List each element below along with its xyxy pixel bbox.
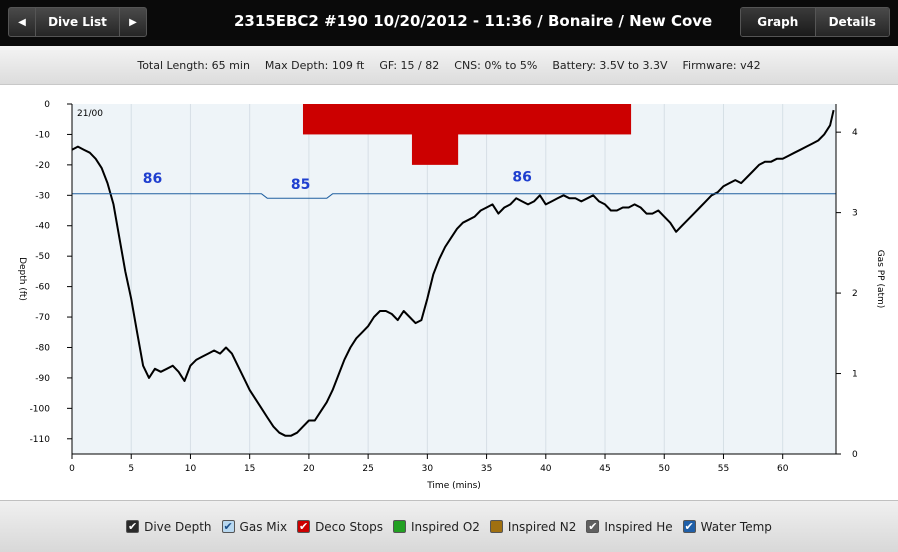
legend-label: Water Temp: [700, 519, 772, 534]
legend-item[interactable]: Inspired N2: [489, 519, 577, 534]
stat-battery: Battery: 3.5V to 3.3V: [552, 58, 668, 72]
water-temp-line: [72, 193, 836, 199]
temp-annotation: 85: [291, 177, 310, 193]
legend-checkbox[interactable]: [489, 520, 503, 533]
deco-stop-block: [411, 104, 459, 165]
arrow-left-icon: ◀: [18, 16, 26, 28]
x-tick-label: 55: [718, 464, 729, 474]
checkmark-icon: ✔: [223, 520, 233, 533]
x-tick-label: 10: [185, 464, 197, 474]
x-tick-label: 45: [599, 464, 610, 474]
series-layer: 86 85 86: [71, 109, 836, 437]
stat-cns: CNS: 0% to 5%: [454, 58, 538, 72]
y-tick-label: -70: [35, 313, 50, 323]
legend-bar: ✔ Dive Depth ✔ Gas Mix ✔ Deco Stops Inspired O…: [0, 500, 898, 552]
y2-tick-label: 3: [852, 209, 858, 219]
legend-label: Gas Mix: [239, 519, 288, 534]
y2-tick-label: 4: [852, 128, 858, 138]
gas-mix-label: 21/00: [77, 109, 103, 119]
legend-label: Inspired He: [604, 519, 673, 534]
previous-dive-button[interactable]: ◀: [9, 8, 36, 36]
y-tick-label: -30: [35, 191, 50, 201]
stat-gf: GF: 15 / 82: [379, 58, 440, 72]
temp-annotation: 86: [143, 171, 162, 187]
temp-annotation: 86: [512, 170, 531, 186]
x-tick-label: 40: [540, 464, 552, 474]
y2-tick-label: 1: [852, 370, 858, 380]
legend-checkbox[interactable]: ✔: [126, 520, 140, 533]
x-axis-label: Time (mins): [426, 481, 481, 491]
legend-label: Deco Stops: [315, 519, 383, 534]
deco-stop-block: [302, 104, 632, 135]
y2-axis-label: Gas PP (atm): [875, 250, 885, 309]
checkmark-icon: ✔: [684, 520, 694, 533]
y-tick-label: -40: [35, 222, 50, 232]
x-tick-label: 25: [362, 464, 373, 474]
legend-label: Dive Depth: [144, 519, 212, 534]
y-tick-label: -60: [35, 283, 50, 293]
stat-firmware: Firmware: v42: [682, 58, 761, 72]
legend-item[interactable]: ✔ Gas Mix: [221, 519, 288, 534]
y2-tick-label: 0: [852, 450, 858, 460]
dive-list-nav: ◀ Dive List ▶: [8, 7, 147, 37]
x-tick-label: 30: [422, 464, 434, 474]
y-tick-label: -50: [35, 252, 50, 262]
legend-item[interactable]: ✔ Water Temp: [682, 519, 772, 534]
y-tick-label: -100: [30, 404, 51, 414]
y-tick-label: -10: [35, 130, 50, 140]
next-dive-button[interactable]: ▶: [119, 8, 146, 36]
dive-stats-bar: Total Length: 65 min Max Depth: 109 ft G…: [0, 46, 898, 85]
dive-profile-chart[interactable]: 86 85 86 0 5 10 15 20 25 30 35 40 45 50 55 600-10-20-3…: [0, 85, 898, 500]
legend-checkbox[interactable]: ✔: [297, 520, 311, 533]
deco-stops-layer: [302, 104, 632, 165]
legend-checkbox[interactable]: ✔: [586, 520, 600, 533]
x-tick-label: 35: [481, 464, 492, 474]
legend-label: Inspired N2: [507, 519, 577, 534]
dive-depth-line: [71, 109, 835, 437]
legend-item[interactable]: ✔ Deco Stops: [297, 520, 383, 534]
legend-item[interactable]: ✔ Inspired He: [586, 519, 673, 534]
y-tick-label: -110: [30, 435, 51, 445]
x-tick-label: 5: [128, 464, 134, 474]
legend-item[interactable]: ✔ Dive Depth: [126, 519, 212, 534]
legend-checkbox[interactable]: [392, 520, 406, 533]
legend-checkbox[interactable]: ✔: [682, 520, 696, 533]
tab-graph[interactable]: Graph: [741, 8, 816, 36]
stat-total-length: Total Length: 65 min: [137, 58, 250, 72]
checkmark-icon: ✔: [298, 520, 309, 533]
axes-layer: 0 5 10 15 20 25 30 35 40 45 50 55 600-10-20-30-40-50…: [30, 100, 858, 474]
view-tabs: Graph Details: [740, 7, 890, 37]
checkmark-icon: ✔: [588, 520, 598, 533]
x-tick-label: 20: [303, 464, 315, 474]
x-tick-label: 15: [244, 464, 255, 474]
legend-checkbox[interactable]: ✔: [221, 520, 235, 533]
legend-item[interactable]: Inspired O2: [392, 519, 480, 534]
stat-max-depth: Max Depth: 109 ft: [264, 58, 365, 72]
y-axis-label: Depth (ft): [17, 257, 27, 301]
x-tick-label: 60: [777, 464, 789, 474]
x-tick-label: 0: [69, 464, 75, 474]
y-tick-label: -80: [35, 343, 50, 353]
dive-list-button[interactable]: Dive List: [48, 15, 107, 29]
top-bar: ◀ Dive List ▶ 2315EBC2 #190 10/20/2012 -…: [0, 0, 898, 46]
y-tick-label: -90: [35, 374, 50, 384]
y-tick-label: -20: [35, 161, 50, 171]
arrow-right-icon: ▶: [129, 16, 137, 28]
legend-label: Inspired O2: [410, 519, 480, 534]
y2-tick-label: 2: [852, 289, 858, 299]
x-tick-label: 50: [659, 464, 671, 474]
dive-title: 2315EBC2 #190 10/20/2012 - 11:36 / Bonai…: [234, 12, 713, 30]
y-tick-label: 0: [44, 100, 50, 110]
checkmark-icon: ✔: [128, 520, 138, 533]
tab-details[interactable]: Details: [815, 8, 889, 36]
